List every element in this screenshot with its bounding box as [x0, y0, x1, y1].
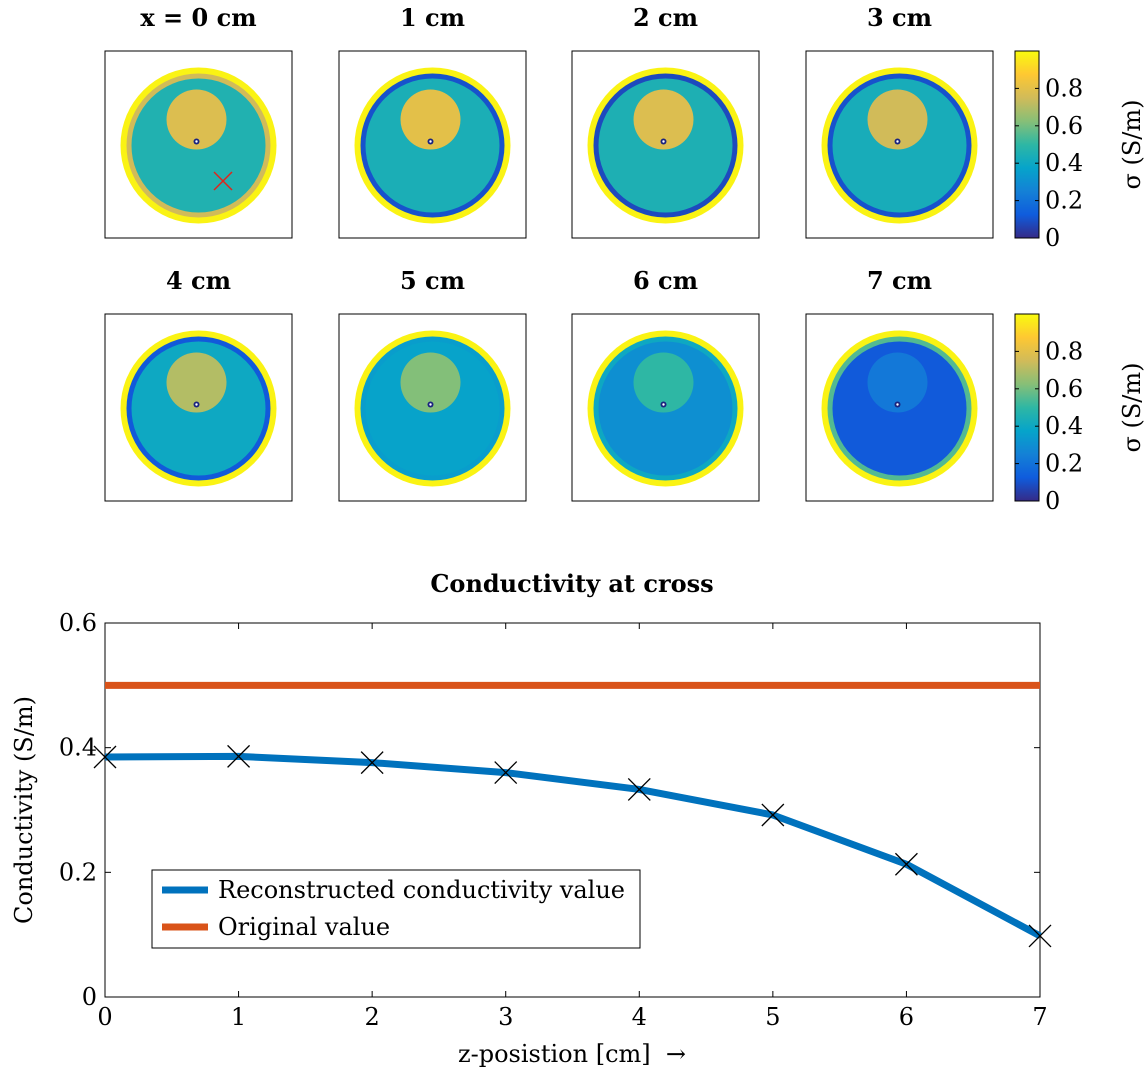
phantom-inclusion — [166, 89, 227, 150]
phantom-inclusion — [400, 352, 461, 413]
colorbar-tick-label: 0.6 — [1045, 375, 1083, 403]
colorbar-tick-label: 0.4 — [1045, 149, 1083, 177]
x-tick-label: 7 — [1032, 1003, 1047, 1031]
conductivity-map-panel: 7 cm — [805, 266, 994, 502]
x-tick-label: 0 — [97, 1003, 112, 1031]
conductivity-map-panel: 1 cm — [338, 3, 527, 239]
electrode-dot-center — [429, 140, 432, 143]
colorbar-tick-label: 0.2 — [1045, 187, 1083, 215]
colorbar-label: σ (S/m) — [1118, 99, 1146, 189]
legend-label-original: Original value — [218, 913, 390, 941]
colorbar-bottom: 0 0.2 0.4 0.6 0.8 σ (S/m) — [1014, 313, 1146, 515]
map-panel-title: 1 cm — [400, 3, 465, 32]
phantom-inclusion — [867, 352, 928, 413]
data-point-marker — [627, 777, 651, 801]
conductivity-map-grid: x = 0 cm 1 cm 2 cm 3 cm 4 cm 5 cm 6 cm 7 cm — [104, 3, 994, 502]
colorbar-tick-label: 0.2 — [1045, 450, 1083, 478]
chart-legend: Reconstructed conductivity value Origina… — [151, 869, 641, 949]
electrode-dot-center — [896, 403, 899, 406]
colorbar-gradient — [1014, 50, 1040, 239]
colorbar-tick-label: 0 — [1045, 487, 1060, 515]
conductivity-map-panel: 3 cm — [805, 3, 994, 239]
colorbar-top: 0 0.2 0.4 0.6 0.8 σ (S/m) — [1014, 50, 1146, 252]
conductivity-map-panel: 5 cm — [338, 266, 527, 502]
legend-label-reconstructed: Reconstructed conductivity value — [218, 876, 625, 904]
map-panel-title: 5 cm — [400, 266, 465, 295]
x-axis-label: z-posistion [cm] → — [458, 1040, 686, 1068]
conductivity-map-panel: 6 cm — [571, 266, 760, 502]
chart-axes: 0 1 2 3 4 5 6 7 0 0.2 0.4 0.6 — [59, 609, 1048, 1031]
colorbar-tick-label: 0.6 — [1045, 112, 1083, 140]
phantom-inclusion — [867, 89, 928, 150]
x-tick-label: 3 — [498, 1003, 513, 1031]
line-chart: Conductivity at cross 0 1 2 3 4 5 6 7 0 0.2 0.4 0.6… — [10, 569, 1052, 1068]
electrode-dot-center — [662, 403, 665, 406]
electrode-dot-center — [662, 140, 665, 143]
colorbar-tick-label: 0.8 — [1045, 337, 1083, 365]
y-tick-label: 0.4 — [59, 734, 97, 762]
map-panel-title: x = 0 cm — [140, 3, 256, 32]
legend-box — [151, 869, 641, 949]
electrode-dot-center — [896, 140, 899, 143]
map-panel-title: 7 cm — [867, 266, 932, 295]
data-point-marker — [1028, 924, 1052, 948]
plot-area-frame — [104, 622, 1041, 998]
x-tick-label: 1 — [231, 1003, 246, 1031]
x-tick-label: 4 — [632, 1003, 647, 1031]
data-point-marker — [227, 744, 251, 768]
data-point-marker — [761, 803, 785, 827]
electrode-dot-center — [195, 140, 198, 143]
chart-series — [93, 681, 1052, 948]
y-tick-label: 0.6 — [59, 609, 97, 637]
data-point-marker — [360, 751, 384, 775]
colorbar-tick-label: 0 — [1045, 224, 1060, 252]
phantom-inclusion — [633, 352, 694, 413]
map-panel-title: 2 cm — [633, 3, 698, 32]
map-panel-title: 3 cm — [867, 3, 932, 32]
x-tick-label: 5 — [765, 1003, 780, 1031]
map-panel-title: 6 cm — [633, 266, 698, 295]
phantom-inclusion — [633, 89, 694, 150]
conductivity-map-panel: 2 cm — [571, 3, 760, 239]
colorbar-tick-label: 0.8 — [1045, 74, 1083, 102]
series-line-reconstructed — [104, 752, 1042, 939]
y-tick-label: 0.2 — [59, 858, 97, 886]
electrode-dot-center — [429, 403, 432, 406]
data-point-marker — [494, 761, 518, 785]
conductivity-map-panel: x = 0 cm — [104, 3, 293, 239]
y-tick-label: 0 — [82, 983, 97, 1011]
x-tick-label: 2 — [365, 1003, 380, 1031]
y-axis-label: Conductivity (S/m) — [10, 696, 38, 924]
colorbar-label: σ (S/m) — [1118, 362, 1146, 452]
data-point-marker — [894, 852, 918, 876]
phantom-inclusion — [400, 89, 461, 150]
chart-title: Conductivity at cross — [430, 569, 713, 598]
x-tick-label: 6 — [899, 1003, 914, 1031]
colorbar-gradient — [1014, 313, 1040, 502]
conductivity-map-panel: 4 cm — [104, 266, 293, 502]
data-point-marker — [93, 745, 117, 769]
cross-marker — [213, 171, 233, 191]
electrode-dot-center — [195, 403, 198, 406]
colorbar-tick-label: 0.4 — [1045, 412, 1083, 440]
map-panel-title: 4 cm — [166, 266, 231, 295]
phantom-inclusion — [166, 352, 227, 413]
